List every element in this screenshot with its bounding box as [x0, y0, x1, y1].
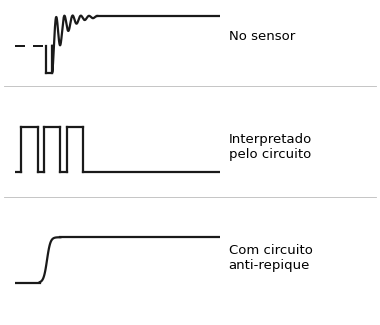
Text: Interpretado
pelo circuito: Interpretado pelo circuito [229, 133, 312, 161]
Text: No sensor: No sensor [229, 30, 295, 43]
Text: Com circuito
anti-repique: Com circuito anti-repique [229, 244, 312, 272]
